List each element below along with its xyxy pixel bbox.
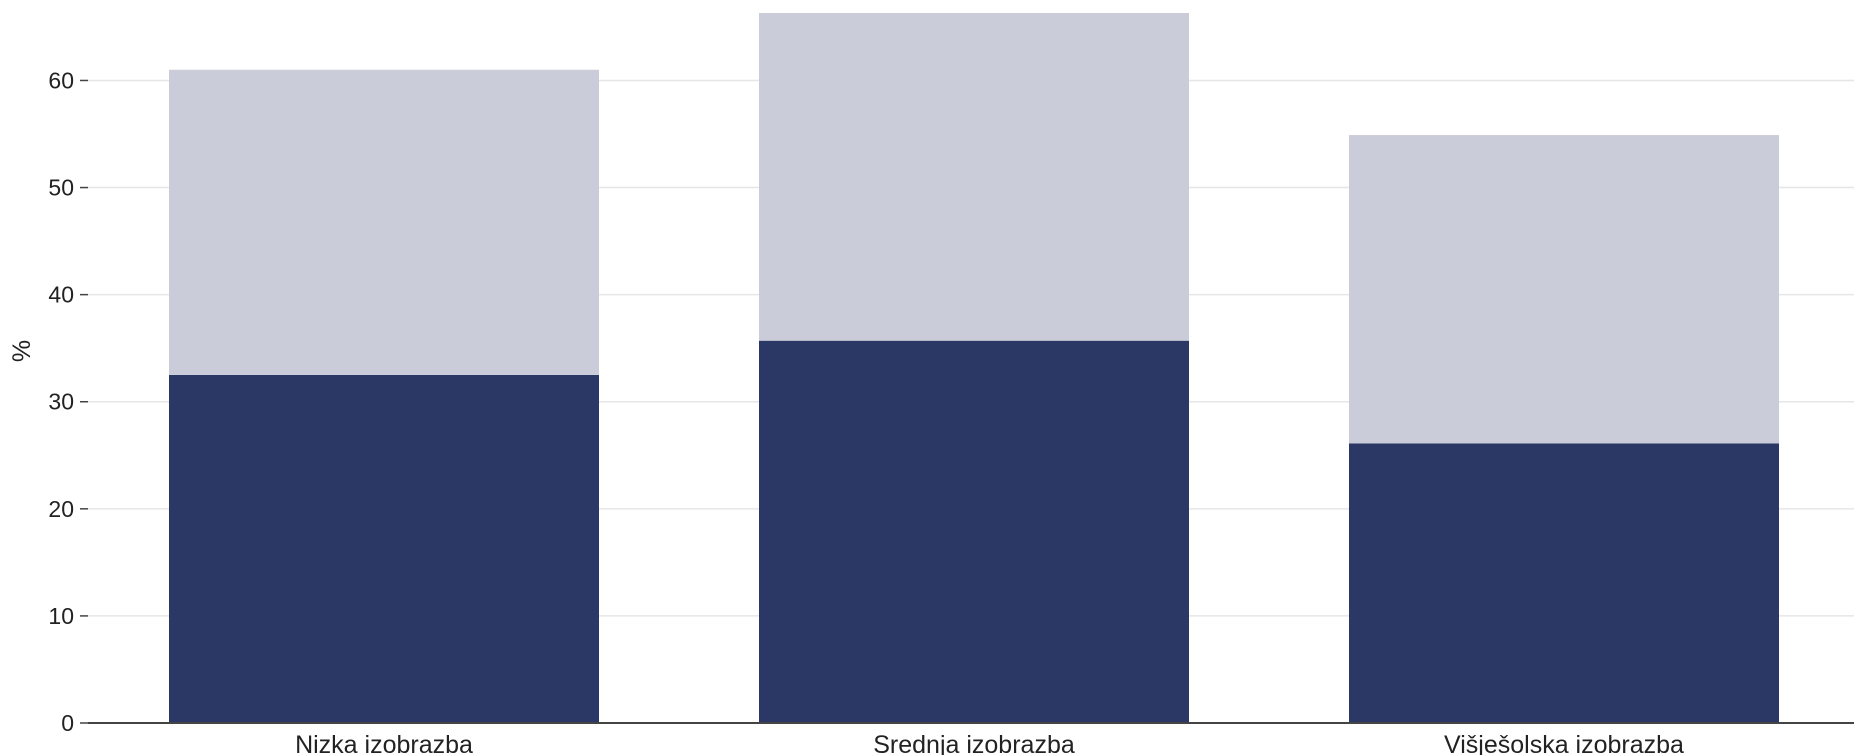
y-axis-title: % [8,340,36,362]
bar-segment [759,340,1189,723]
bar-segment [1349,135,1779,444]
bar-segment [169,374,599,723]
x-category-label: Višješolska izobrazba [1444,731,1684,755]
y-tick-label: 10 [48,603,74,629]
y-tick-label: 60 [48,67,74,93]
y-tick-label: 40 [48,282,74,308]
y-tick-label: 0 [61,710,74,736]
x-category-label: Nizka izobrazba [295,731,473,755]
y-tick-label: 30 [48,389,74,415]
axes: 0 10 20 30 40 50 60 Nizka izobrazba Srednja izob… [48,67,1854,755]
y-tick-label: 50 [48,175,74,201]
bar-segment [759,13,1189,341]
bars [169,13,1779,723]
x-category-label: Srednja izobrazba [873,731,1075,755]
bar-segment [169,69,599,375]
bar-segment [1349,443,1779,723]
y-tick-label: 20 [48,496,74,522]
